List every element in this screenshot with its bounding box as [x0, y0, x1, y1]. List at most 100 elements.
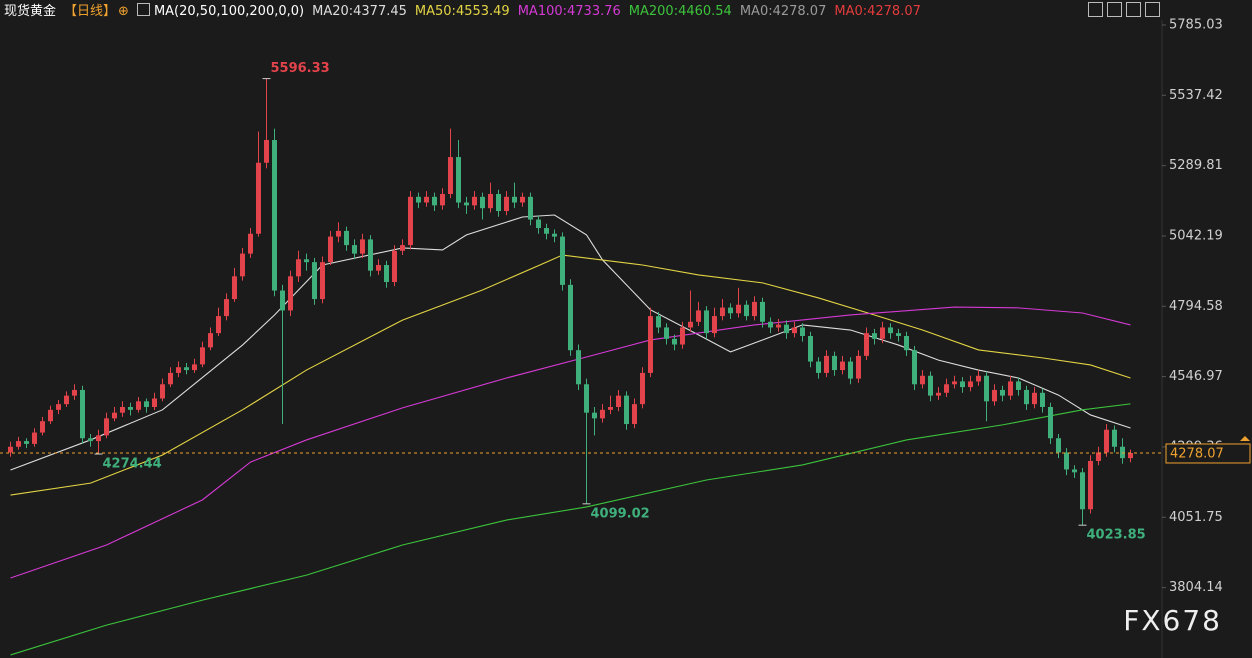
y-tick-label: 5042.19: [1169, 228, 1223, 243]
candle-body: [232, 276, 237, 300]
candle-body: [240, 253, 245, 277]
tool-button[interactable]: [1088, 2, 1103, 17]
candle-body: [504, 196, 509, 212]
tool-button[interactable]: [1145, 2, 1160, 17]
candle-body: [104, 418, 109, 436]
candle-body: [1040, 392, 1045, 407]
candle-body: [944, 384, 949, 393]
candle-body: [656, 316, 661, 328]
candle-body: [536, 219, 541, 229]
candle-body: [936, 392, 941, 396]
candle-body: [872, 333, 877, 339]
candle-body: [192, 364, 197, 371]
candle-body: [448, 157, 453, 194]
candle-body: [208, 333, 213, 348]
candle-body: [64, 395, 69, 405]
candle-body: [200, 347, 205, 365]
candle-body: [912, 350, 917, 385]
candle-body: [552, 233, 557, 237]
candle-body: [408, 196, 413, 246]
candle-body: [776, 324, 781, 328]
candle-body: [768, 321, 773, 328]
legend: MA20:4377.45 MA50:4553.49 MA100:4733.76 MA2…: [312, 4, 929, 19]
annotation-label: 4274.44: [103, 457, 162, 472]
candle-body: [880, 327, 885, 339]
candle-body: [968, 381, 973, 388]
candle-body: [712, 316, 717, 334]
tool-button[interactable]: [1126, 2, 1141, 17]
candle-body: [304, 259, 309, 263]
candle-body: [72, 389, 77, 396]
candle-body: [32, 432, 37, 444]
candle-body: [224, 299, 229, 317]
candle-body: [168, 372, 173, 385]
candle-body: [728, 307, 733, 314]
candle-body: [1072, 469, 1077, 473]
annotation-label: 4023.85: [1087, 528, 1146, 543]
candle-body: [24, 441, 29, 444]
candle-body: [824, 355, 829, 373]
candle-body: [600, 409, 605, 419]
candle-body: [368, 239, 373, 271]
candle-body: [480, 196, 485, 209]
candle-body: [392, 250, 397, 283]
candle-body: [320, 262, 325, 300]
ma-line: [10, 254, 1131, 496]
candle-body: [1000, 389, 1005, 396]
candle-body: [528, 196, 533, 220]
candle-body: [112, 412, 117, 419]
ma-line: [10, 403, 1131, 656]
candle-body: [632, 404, 637, 425]
watermark: FX678: [1123, 604, 1222, 637]
y-tick-label: 5289.81: [1169, 158, 1223, 173]
candle-body: [816, 361, 821, 373]
legend-entry: MA200:4460.54: [628, 4, 732, 19]
candle-body: [624, 395, 629, 425]
candle-body: [696, 310, 701, 322]
candle-body: [1048, 406, 1053, 439]
candle-body: [848, 361, 853, 379]
y-tick-label: 4794.58: [1169, 299, 1223, 314]
candle-body: [856, 355, 861, 379]
candle-body: [40, 421, 45, 433]
candle-body: [488, 193, 493, 209]
candle-body: [952, 381, 957, 385]
candle-body: [960, 381, 965, 388]
candle-body: [96, 435, 101, 442]
candle-body: [512, 196, 517, 203]
candle-body: [352, 245, 357, 254]
candle-body: [1056, 438, 1061, 453]
candle-body: [808, 335, 813, 362]
legend-entry: MA50:4553.49: [414, 4, 510, 19]
candle-body: [128, 406, 133, 410]
candle-body: [120, 406, 125, 413]
candle-body: [176, 367, 181, 373]
candle-body: [1128, 452, 1133, 459]
y-tick-label: 3804.14: [1169, 580, 1223, 595]
candle-body: [248, 233, 253, 254]
candle-body: [704, 310, 709, 334]
candle-body: [1112, 429, 1117, 447]
candle-body: [416, 196, 421, 203]
tool-button[interactable]: [1107, 2, 1122, 17]
candle-body: [56, 404, 61, 410]
candle-body: [736, 304, 741, 314]
candle-body: [1008, 381, 1013, 396]
candle-body: [1104, 429, 1109, 453]
last-price-box: [1165, 443, 1251, 464]
candle-body: [384, 264, 389, 283]
candle-body: [576, 350, 581, 385]
candle-body: [432, 196, 437, 206]
indicator-icon[interactable]: [136, 3, 150, 16]
candle-body: [648, 316, 653, 373]
candle-body: [336, 230, 341, 237]
candle-body: [544, 228, 549, 234]
candle-body: [752, 301, 757, 317]
candle-body: [840, 361, 845, 371]
candle-body: [680, 327, 685, 345]
candle-body: [760, 301, 765, 322]
candle-body: [792, 327, 797, 334]
candle-body: [896, 333, 901, 336]
period[interactable]: 【日线】: [64, 4, 117, 19]
add-icon[interactable]: ⊕: [118, 4, 129, 19]
